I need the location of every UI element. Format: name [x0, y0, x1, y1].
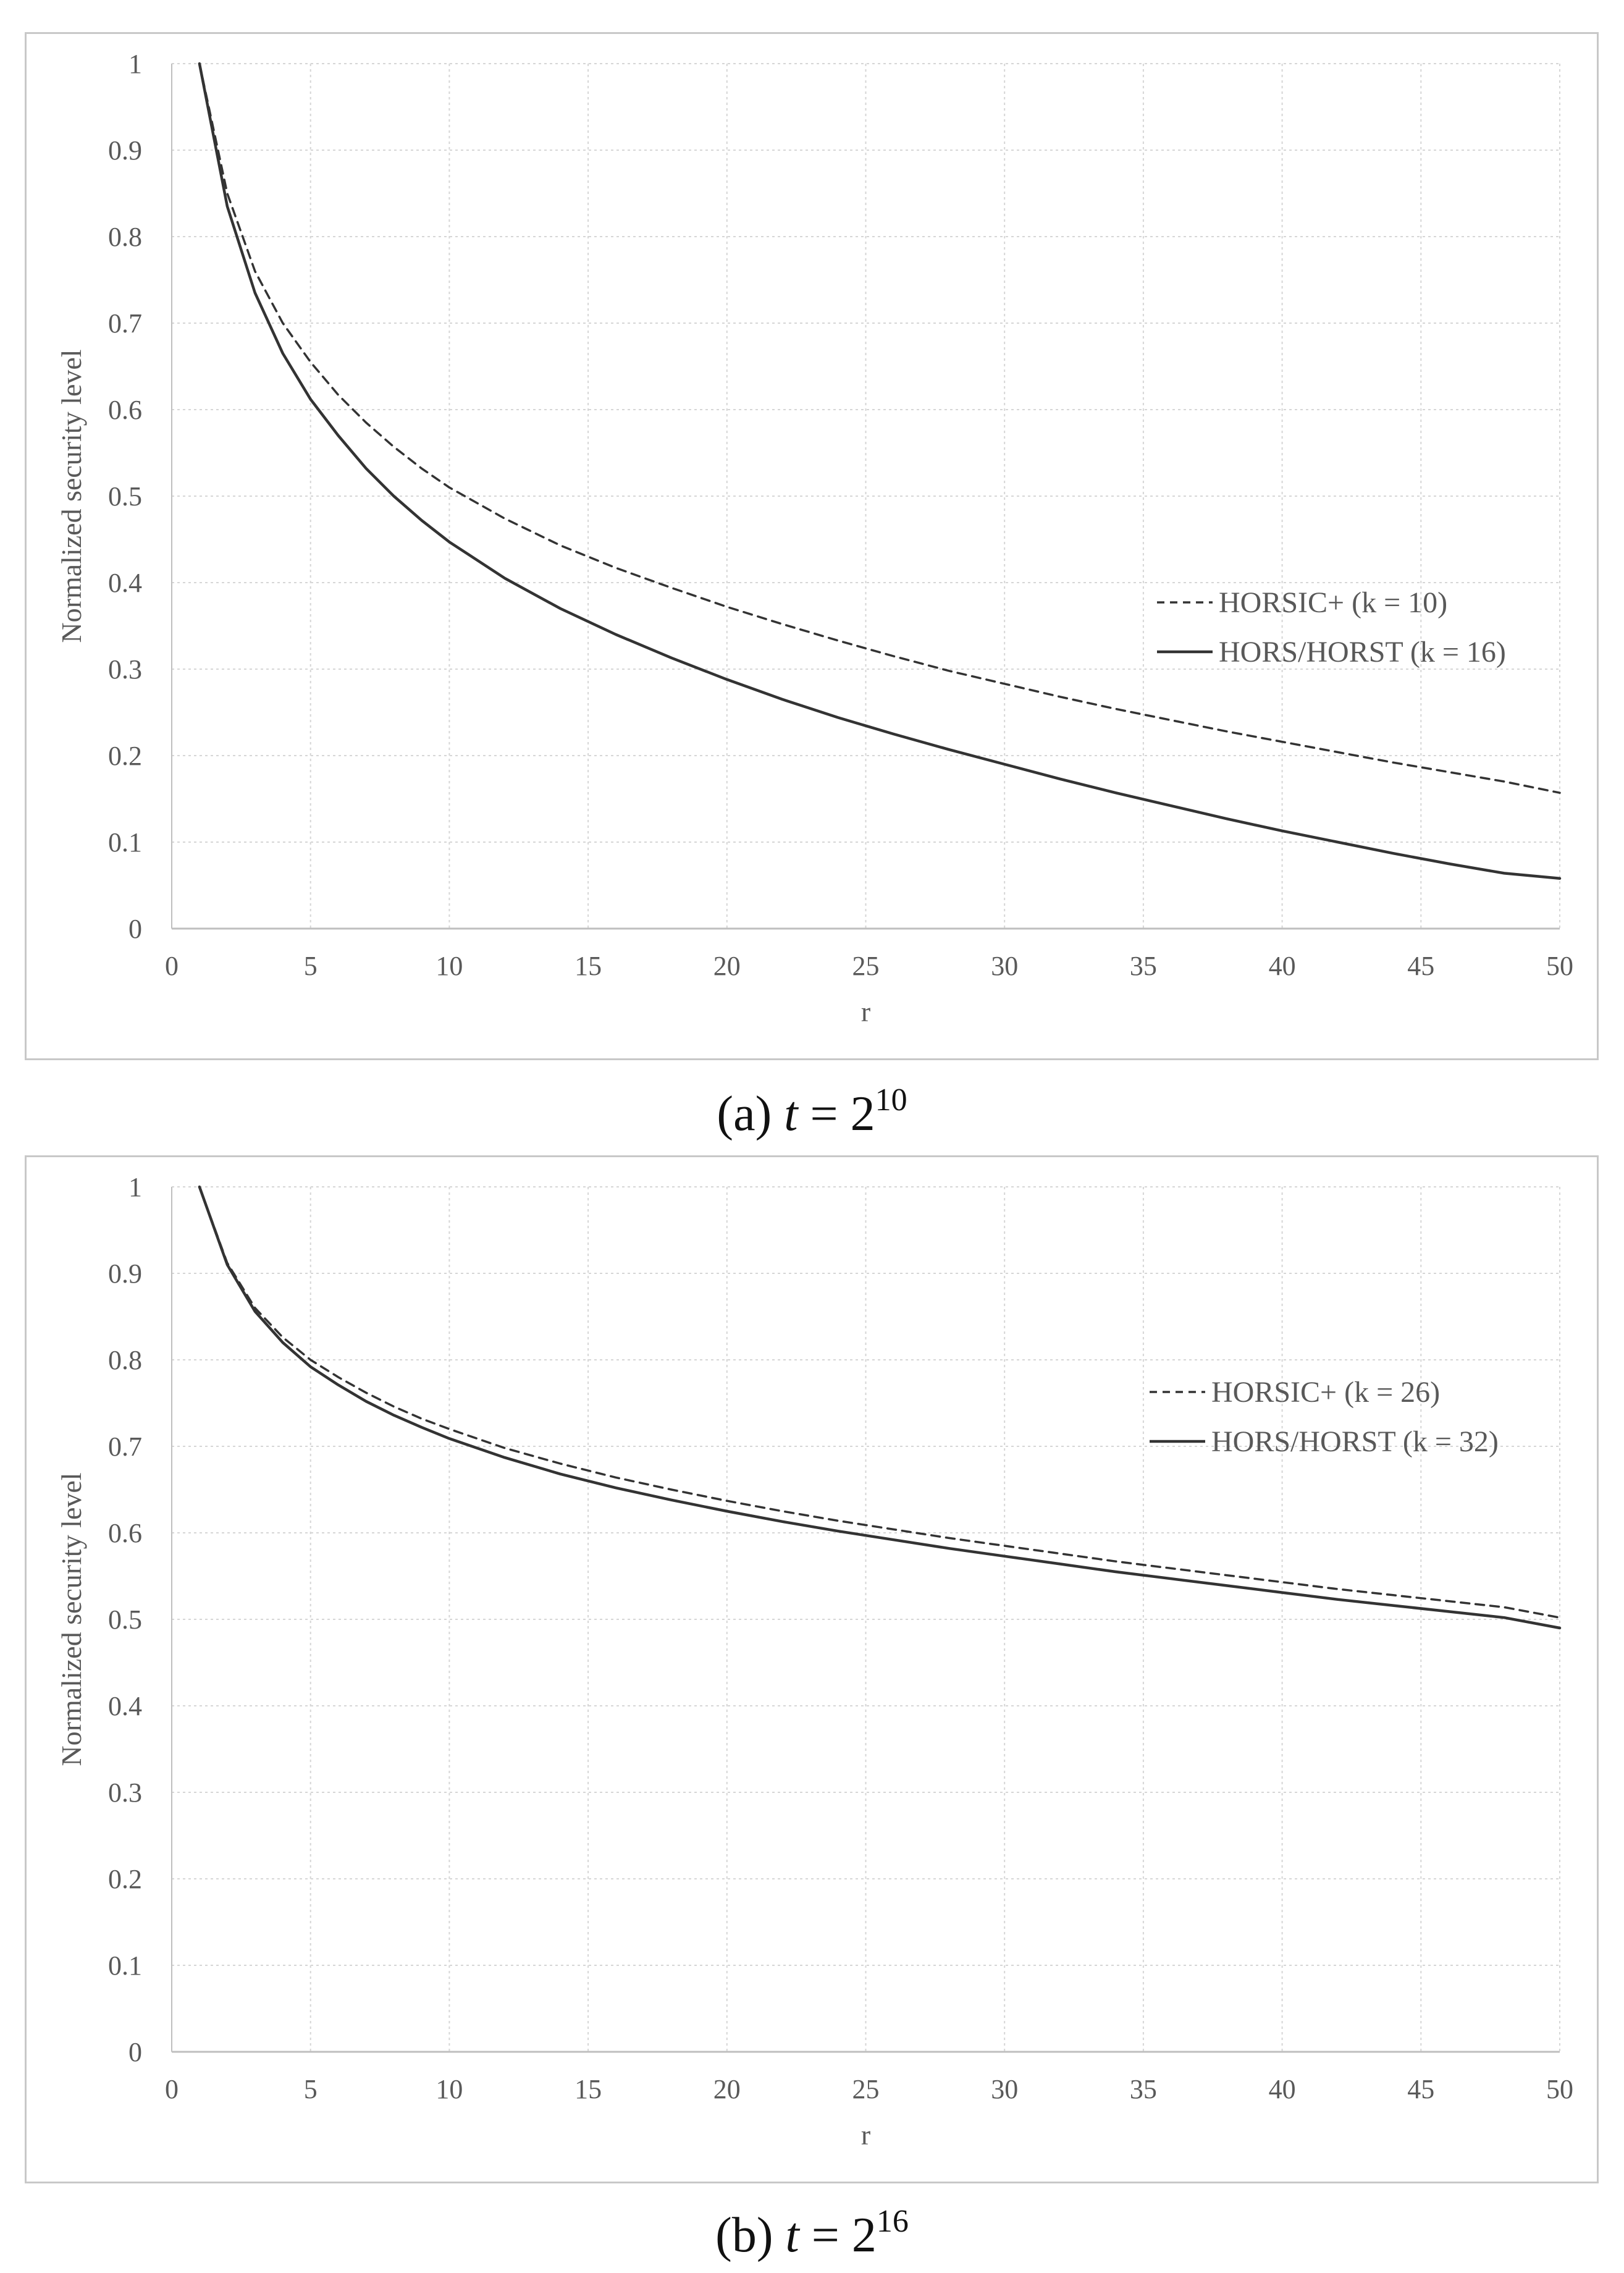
chart-b-xtick-label: 40	[1269, 2074, 1296, 2104]
chart-a: 00.10.20.30.40.50.60.70.80.910 5 10 15 20 25 3…	[56, 49, 1573, 1027]
caption-a: (a) t = 210	[0, 1084, 1624, 1139]
chart-a-ytick-label: 0.3	[108, 654, 142, 685]
chart-a-ytick-label: 0.9	[108, 135, 142, 166]
chart-a-y-axis-label: Normalized security level	[56, 349, 87, 643]
chart-b-xtick-label: 0	[165, 2074, 179, 2104]
chart-a-legend-label: HORS/HORST (k = 16)	[1219, 636, 1506, 668]
chart-a-xtick-label: 0	[165, 951, 179, 981]
chart-a-ytick-label: 0	[128, 914, 142, 944]
chart-a-ytick-label: 0.2	[108, 741, 142, 771]
chart-b-xtick-label: 20	[713, 2074, 741, 2104]
chart-a-xtick-label: 20	[713, 951, 741, 981]
chart-a-x-axis-label: r	[861, 996, 870, 1027]
chart-a-ytick-label: 0.7	[108, 308, 142, 339]
chart-panel-b: 0 0.1 0.2 0.3 0.4 0.5 0.6 0.7 0.8 0.9 1 0 5 10 15 20 25 3…	[25, 1155, 1599, 2183]
chart-b-ytick-label: 0.8	[108, 1345, 142, 1375]
chart-b-legend-label: HORSIC+ (k = 26)	[1211, 1376, 1440, 1409]
chart-b-xtick-label: 5	[304, 2074, 318, 2104]
caption-a-prefix: (a)	[717, 1087, 772, 1141]
chart-b: 00.10.20.30.40.50.60.70.80.910 5 10 15 20 25 3…	[56, 1172, 1573, 2151]
caption-b-eq: =	[811, 2208, 839, 2262]
caption-b-prefix: (b)	[715, 2208, 773, 2262]
chart-a-xtick-label: 10	[435, 951, 463, 981]
chart-a-xtick-label: 35	[1130, 951, 1157, 981]
chart-a-series-horsic-line	[198, 62, 1561, 794]
chart-a-legend-label: HORSIC+ (k = 10)	[1219, 586, 1447, 619]
chart-b-xtick-label: 50	[1546, 2074, 1573, 2104]
chart-a-ytick-label: 0.4	[108, 568, 142, 598]
chart-b-xtick-label: 15	[574, 2074, 602, 2104]
chart-b-xtick-label: 45	[1407, 2074, 1434, 2104]
chart-a-ytick-label: 0.8	[108, 222, 142, 252]
chart-b-ytick-label: 0.1	[108, 1950, 142, 1981]
chart-b-legend-label: HORS/HORST (k = 32)	[1211, 1425, 1499, 1458]
chart-a-xtick-label: 25	[852, 951, 880, 981]
chart-b-xtick-label: 35	[1130, 2074, 1157, 2104]
chart-b-xtick-label: 30	[991, 2074, 1018, 2104]
chart-b-ytick-label: 0	[128, 2037, 142, 2067]
caption-b-var: t	[785, 2208, 799, 2262]
chart-b-series-hors-horst-line	[198, 1185, 1562, 1630]
caption-b: (b) t = 216	[0, 2204, 1624, 2262]
chart-a-ytick-label: 1	[128, 49, 142, 79]
chart-a-xtick-label: 30	[991, 951, 1018, 981]
chart-a-xtick-label: 40	[1269, 951, 1296, 981]
chart-panel-a: 0 0.1 0.2 0.3 0.4 0.5 0.6 0.7 0.8 0.9 1 0 5 10 15 20 25 3…	[25, 32, 1599, 1060]
caption-a-base: 2	[850, 1087, 875, 1141]
chart-b-xtick-label: 25	[852, 2074, 880, 2104]
chart-a-xtick-label: 45	[1407, 951, 1434, 981]
chart-a-ytick-label: 0.5	[108, 481, 142, 512]
chart-a-ytick-label: 0.6	[108, 395, 142, 425]
chart-a-xtick-label: 15	[574, 951, 602, 981]
chart-b-ytick-label: 0.5	[108, 1605, 142, 1635]
chart-b-ytick-label: 1	[128, 1172, 142, 1202]
chart-b-ytick-label: 0.7	[108, 1432, 142, 1462]
chart-b-xtick-label: 10	[435, 2074, 463, 2104]
caption-a-eq: =	[810, 1087, 838, 1141]
chart-b-series-horsic-line	[198, 1186, 1561, 1619]
chart-a-xtick-label: 5	[304, 951, 318, 981]
caption-b-base: 2	[851, 2208, 877, 2262]
caption-b-exp: 16	[876, 2204, 909, 2239]
chart-a-ytick-label: 0.1	[108, 827, 142, 858]
caption-a-var: t	[784, 1087, 798, 1141]
chart-b-y-axis-label: Normalized security level	[56, 1472, 87, 1766]
chart-b-x-axis-label: r	[861, 2119, 870, 2151]
chart-b-ytick-label: 0.3	[108, 1777, 142, 1808]
chart-b-ytick-label: 0.6	[108, 1518, 142, 1548]
chart-b-ytick-label: 0.9	[108, 1259, 142, 1289]
chart-a-series-hors-horst-line	[198, 62, 1562, 880]
chart-a-xtick-label: 50	[1546, 951, 1573, 981]
chart-b-ytick-label: 0.4	[108, 1691, 142, 1721]
caption-a-exp: 10	[875, 1082, 907, 1118]
chart-b-ytick-label: 0.2	[108, 1864, 142, 1894]
